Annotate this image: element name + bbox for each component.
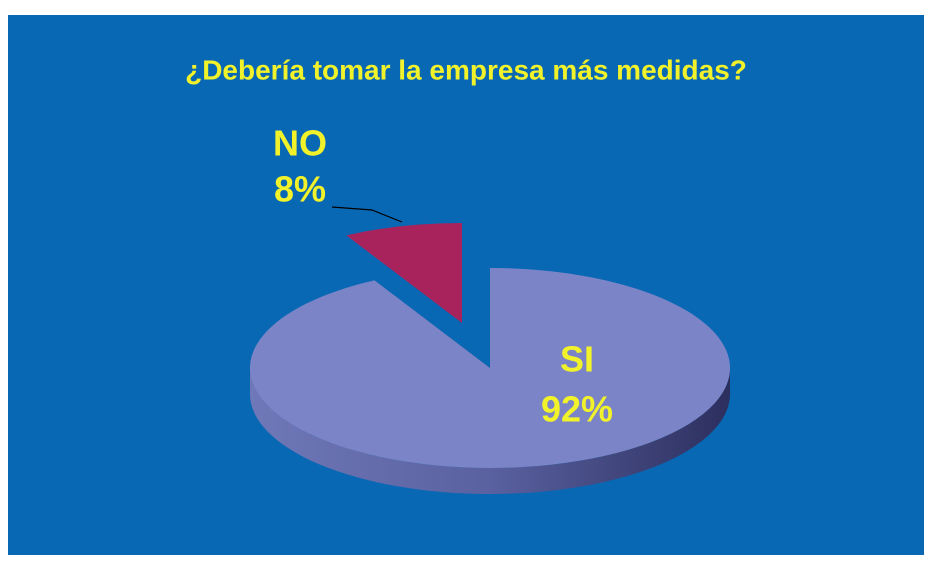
value-label: 92% xyxy=(541,389,613,430)
slice-label: NO xyxy=(273,123,327,164)
leader-line xyxy=(331,206,403,223)
slice xyxy=(249,268,730,468)
slice-side xyxy=(250,368,730,494)
slice-label: SI xyxy=(560,339,594,380)
chart-title: ¿Debería tomar la empresa más medidas? xyxy=(185,54,747,85)
value-label: 8% xyxy=(274,169,326,210)
slice xyxy=(346,223,462,323)
